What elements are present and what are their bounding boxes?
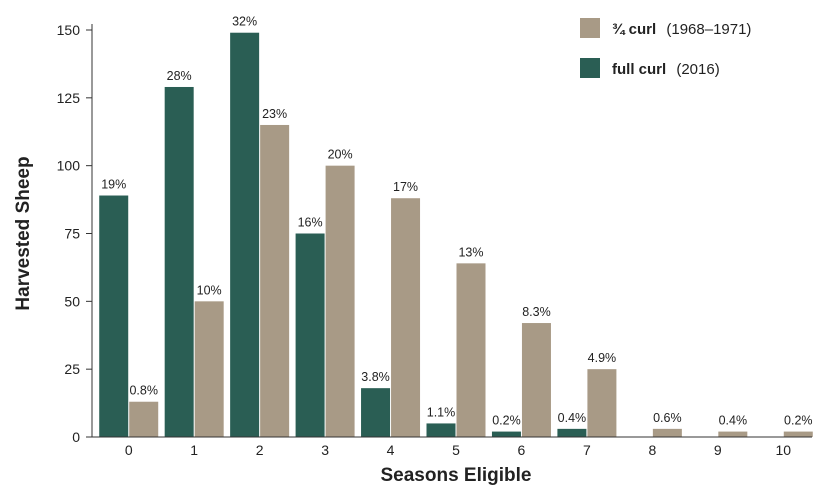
bar-full-curl-4 <box>361 388 391 437</box>
data-label-curl-2: 23% <box>262 107 287 121</box>
y-tick-label: 75 <box>64 226 80 242</box>
bar-full-curl-0 <box>99 195 129 437</box>
y-tick-label: 100 <box>57 158 81 174</box>
x-tick-label: 4 <box>387 442 395 458</box>
bar-curl-7 <box>587 369 617 437</box>
y-tick-label: 150 <box>57 22 81 38</box>
bar-curl-2 <box>260 124 290 437</box>
data-label-curl-0: 0.8% <box>129 384 158 398</box>
x-tick-label: 10 <box>775 442 791 458</box>
x-axis-title: Seasons Eligible <box>381 465 532 486</box>
bar-curl-1 <box>194 301 224 437</box>
data-label-curl-9: 0.4% <box>719 414 748 428</box>
legend-swatch-three-quarter-curl <box>580 18 600 38</box>
data-labels-layer: 19% 0.8% 28% 10% 32% 23% 16% 20% 3.8% 17% 1.1% 13% 0… <box>101 15 812 428</box>
bar-curl-6 <box>521 323 551 437</box>
data-label-full-curl-7: 0.4% <box>558 411 587 425</box>
legend-label-rest: (2016) <box>676 61 719 78</box>
data-label-full-curl-1: 28% <box>167 69 192 83</box>
data-label-curl-1: 10% <box>197 283 222 297</box>
data-label-full-curl-6: 0.2% <box>492 414 521 428</box>
y-tick-label: 50 <box>64 293 80 309</box>
data-label-curl-3: 20% <box>328 148 353 162</box>
data-label-full-curl-2: 32% <box>232 15 257 29</box>
x-tick-label: 0 <box>125 442 133 458</box>
x-tick-label: 5 <box>452 442 460 458</box>
x-tick-label: 1 <box>190 442 198 458</box>
legend-swatch-full-curl <box>580 58 600 78</box>
bar-curl-10 <box>783 431 813 437</box>
data-label-full-curl-5: 1.1% <box>427 405 456 419</box>
x-tick-label: 9 <box>714 442 722 458</box>
x-tick-label: 6 <box>518 442 526 458</box>
legend-label-three-quarter-curl: ¾ curl (1968–1971) <box>612 21 751 38</box>
bar-curl-9 <box>718 431 748 437</box>
legend-label-bold: full curl <box>612 61 666 78</box>
axes-layer <box>91 24 812 438</box>
y-tick-label: 125 <box>57 90 81 106</box>
data-label-full-curl-4: 3.8% <box>361 370 390 384</box>
bar-curl-3 <box>325 165 355 437</box>
data-label-curl-8: 0.6% <box>653 411 682 425</box>
data-label-curl-6: 8.3% <box>522 305 551 319</box>
bar-full-curl-5 <box>426 423 456 437</box>
bar-full-curl-6 <box>491 431 521 437</box>
bar-curl-5 <box>456 263 486 437</box>
data-label-curl-5: 13% <box>458 245 483 259</box>
y-axis-title: Harvested Sheep <box>13 156 34 310</box>
x-tick-label: 3 <box>321 442 329 458</box>
y-tick-label: 0 <box>72 429 80 445</box>
data-label-curl-4: 17% <box>393 180 418 194</box>
legend-label-full-curl: full curl (2016) <box>612 61 720 78</box>
bars-layer <box>99 32 813 438</box>
legend-label-rest: (1968–1971) <box>666 21 751 38</box>
bar-curl-0 <box>129 401 159 437</box>
x-tick-label: 8 <box>648 442 656 458</box>
bar-curl-8 <box>652 428 682 437</box>
legend-label-bold: ¾ curl <box>612 21 656 38</box>
bar-curl-4 <box>391 198 421 437</box>
data-label-full-curl-3: 16% <box>298 216 323 230</box>
bar-full-curl-2 <box>230 32 260 438</box>
x-tick-label: 2 <box>256 442 264 458</box>
data-label-curl-7: 4.9% <box>588 351 617 365</box>
y-tick-label: 25 <box>64 361 80 377</box>
data-label-curl-10: 0.2% <box>784 414 813 428</box>
data-label-full-curl-0: 19% <box>101 178 126 192</box>
legend: ¾ curl (1968–1971) full curl (2016) <box>580 18 751 78</box>
x-tick-label: 7 <box>583 442 591 458</box>
bar-full-curl-3 <box>295 233 325 437</box>
bar-full-curl-1 <box>164 86 194 437</box>
bar-full-curl-7 <box>557 428 587 437</box>
